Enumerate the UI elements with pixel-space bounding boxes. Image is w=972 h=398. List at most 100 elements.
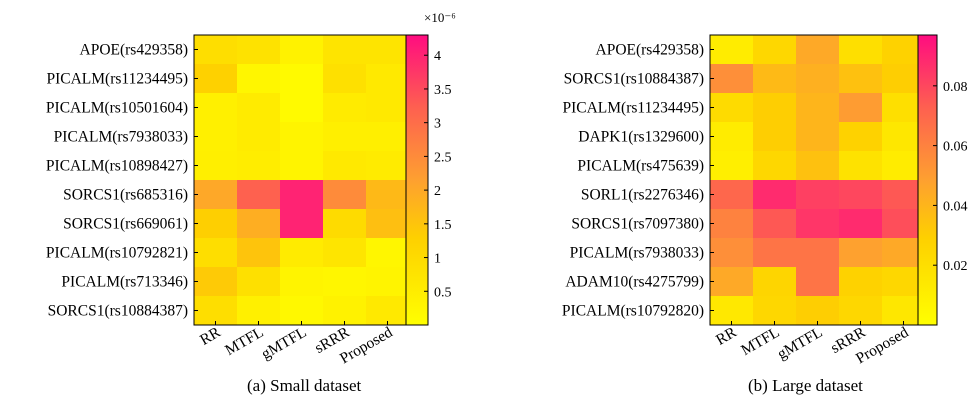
colorbar-tick-label: 3 xyxy=(434,117,441,132)
heatmap-large-dataset: APOE(rs429358) SORCS1(rs10884387) PICALM(r… xyxy=(562,34,968,395)
heatmap-cell xyxy=(194,209,238,239)
heatmap-cell xyxy=(710,122,754,152)
heatmap-cell xyxy=(839,35,883,65)
row-label: PICALM(rs11234495) xyxy=(46,71,188,88)
colorbar-frame xyxy=(917,34,938,326)
heatmap-cell xyxy=(280,64,324,94)
column-label: MTFL xyxy=(738,324,782,359)
heatmap-cell xyxy=(839,296,883,326)
heatmap-cell xyxy=(710,180,754,210)
heatmap-cell xyxy=(753,93,797,123)
row-label: SORCS1(rs7097380) xyxy=(571,216,704,233)
colorbar-tick-label: 3.5 xyxy=(434,83,452,98)
colorbar xyxy=(406,35,428,325)
heatmap-cell xyxy=(839,267,883,297)
heatmap-cell xyxy=(194,64,238,94)
heatmap-cell xyxy=(839,122,883,152)
heatmap-cell xyxy=(796,238,840,268)
heatmap-cell xyxy=(323,209,367,239)
heatmap-cell xyxy=(237,35,281,65)
heatmap-cell xyxy=(323,35,367,65)
panel-caption: (a) Small dataset xyxy=(247,376,362,395)
heatmap-cell xyxy=(796,151,840,181)
heatmap-cell xyxy=(323,151,367,181)
heatmap-cell xyxy=(753,209,797,239)
column-label: RR xyxy=(197,323,224,348)
heatmap-cell xyxy=(710,267,754,297)
heatmap-cell xyxy=(323,122,367,152)
heatmap-cell xyxy=(237,296,281,326)
heatmap-cell xyxy=(753,151,797,181)
heatmap-cell xyxy=(710,209,754,239)
colorbar-tick-label: 1 xyxy=(434,252,441,267)
row-label: APOE(rs429358) xyxy=(80,42,189,59)
row-label: SORL1(rs2276346) xyxy=(581,187,704,204)
heatmap-cell xyxy=(796,35,840,65)
row-label: PICALM(rs10792820) xyxy=(562,303,704,320)
column-label: MTFL xyxy=(222,324,266,359)
colorbar-tick-label: 2.5 xyxy=(434,150,452,165)
heatmap-cell xyxy=(237,209,281,239)
colorbar-multiplier: ×10⁻⁶ xyxy=(424,10,456,25)
column-label: gMTFL xyxy=(258,324,309,363)
heatmap-cell xyxy=(753,180,797,210)
colorbar-tick-label: 2 xyxy=(434,184,441,199)
heatmap-cell xyxy=(280,35,324,65)
row-label: PICALM(rs11234495) xyxy=(562,100,704,117)
heatmap-cell xyxy=(323,238,367,268)
colorbar-tick-label: 0.02 xyxy=(943,259,968,274)
heatmap-cell xyxy=(323,64,367,94)
heatmap-cell xyxy=(366,296,410,326)
heatmap-cell xyxy=(366,64,410,94)
heatmap-cell xyxy=(839,180,883,210)
heatmap-cell xyxy=(796,64,840,94)
heatmap-small-dataset: APOE(rs429358) PICALM(rs11234495) PICALM(r… xyxy=(46,10,456,395)
heatmap-cell xyxy=(237,238,281,268)
panel-caption: (b) Large dataset xyxy=(748,376,863,395)
heatmap-cell xyxy=(194,122,238,152)
row-label: ADAM10(rs4275799) xyxy=(565,274,704,291)
heatmap-cell xyxy=(323,296,367,326)
heatmap-cell xyxy=(280,267,324,297)
row-label: SORCS1(rs10884387) xyxy=(564,71,704,88)
heatmap-cell xyxy=(839,93,883,123)
heatmap-cell xyxy=(280,180,324,210)
heatmap-cell xyxy=(194,151,238,181)
heatmap-cell xyxy=(366,151,410,181)
colorbar-tick-label: 0.08 xyxy=(943,80,968,95)
heatmap-cell xyxy=(194,180,238,210)
colorbar xyxy=(918,35,937,325)
heatmap-cell xyxy=(839,209,883,239)
colorbar-frame xyxy=(405,34,429,326)
colorbar-tick-label: 0.06 xyxy=(943,140,968,155)
row-label: SORCS1(rs685316) xyxy=(63,187,188,204)
row-label: PICALM(rs713346) xyxy=(61,274,188,291)
heatmap-cell xyxy=(280,122,324,152)
row-label: APOE(rs429358) xyxy=(596,42,705,59)
heatmap-cell xyxy=(753,122,797,152)
heatmap-cell xyxy=(323,180,367,210)
heatmap-cell xyxy=(366,180,410,210)
heatmap-cell xyxy=(796,122,840,152)
heatmap-cell xyxy=(237,180,281,210)
heatmap-cell xyxy=(839,151,883,181)
heatmap-cell xyxy=(366,267,410,297)
heatmap-cell xyxy=(237,122,281,152)
heatmap-cell xyxy=(280,151,324,181)
row-label: SORCS1(rs10884387) xyxy=(48,303,188,320)
row-label: PICALM(rs475639) xyxy=(577,158,704,175)
heatmap-cell xyxy=(194,35,238,65)
heatmap-cell xyxy=(323,267,367,297)
heatmap-cell xyxy=(366,238,410,268)
heatmap-cell xyxy=(796,267,840,297)
heatmap-cell xyxy=(237,151,281,181)
heatmap-cell xyxy=(839,238,883,268)
heatmap-cell xyxy=(237,267,281,297)
heatmap-cell xyxy=(280,238,324,268)
heatmap-cell xyxy=(710,35,754,65)
colorbar-tick-label: 1.5 xyxy=(434,218,452,233)
row-label: PICALM(rs10792821) xyxy=(46,245,188,262)
heatmap-cell xyxy=(710,151,754,181)
heatmap-cell xyxy=(796,296,840,326)
colorbar-tick-label: 4 xyxy=(434,49,441,64)
